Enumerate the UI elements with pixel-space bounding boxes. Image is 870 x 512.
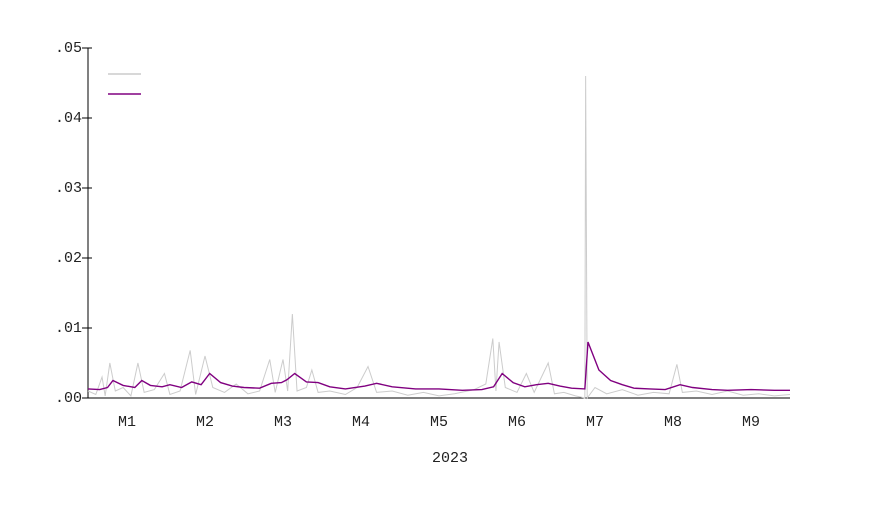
- x-axis-label: 2023: [432, 450, 468, 467]
- y-tick-label: .05: [55, 40, 82, 57]
- x-tick-label: M4: [352, 414, 370, 431]
- y-tick-label: .02: [55, 250, 82, 267]
- x-tick-label: M2: [196, 414, 214, 431]
- x-tick-label: M9: [742, 414, 760, 431]
- x-tick-label: M8: [664, 414, 682, 431]
- x-tick-label: M6: [508, 414, 526, 431]
- x-tick-label: M3: [274, 414, 292, 431]
- y-tick-label: .03: [55, 180, 82, 197]
- x-tick-label: M1: [118, 414, 136, 431]
- series-line: [87, 341, 790, 392]
- y-tick-label: .01: [55, 320, 82, 337]
- x-tick-label: M5: [430, 414, 448, 431]
- y-tick-label: .04: [55, 110, 82, 127]
- x-tick-label: M7: [586, 414, 604, 431]
- series-line: [87, 75, 791, 400]
- y-tick-label: .00: [55, 390, 82, 407]
